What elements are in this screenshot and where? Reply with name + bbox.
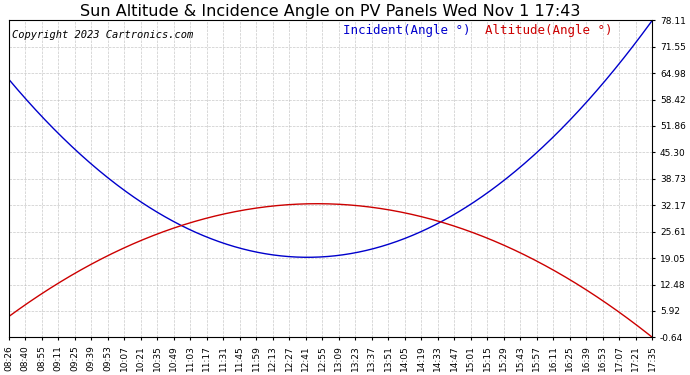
Title: Sun Altitude & Incidence Angle on PV Panels Wed Nov 1 17:43: Sun Altitude & Incidence Angle on PV Pan… (80, 4, 581, 19)
Text: Copyright 2023 Cartronics.com: Copyright 2023 Cartronics.com (12, 30, 193, 40)
Text: Incident(Angle °): Incident(Angle °) (344, 24, 471, 36)
Text: Altitude(Angle °): Altitude(Angle °) (485, 24, 613, 36)
